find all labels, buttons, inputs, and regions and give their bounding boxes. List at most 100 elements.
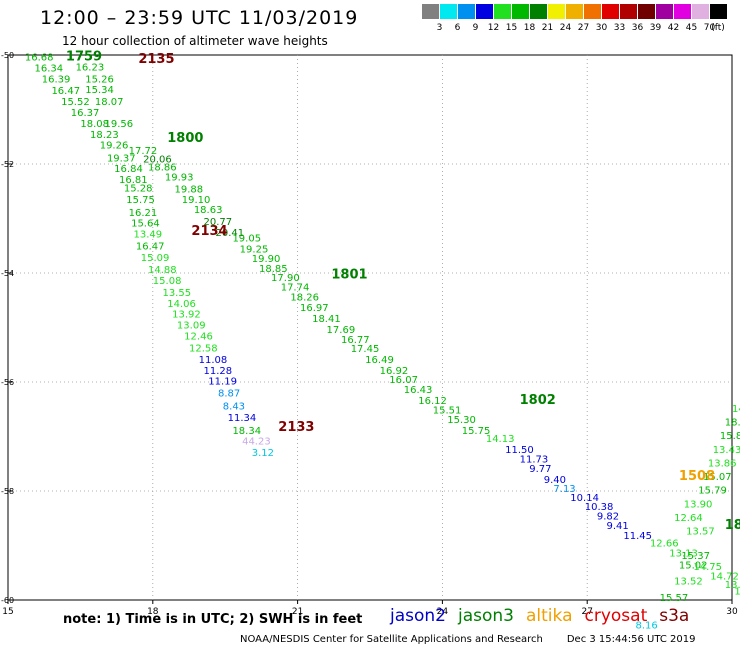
colorbar-swatch — [422, 4, 439, 19]
wave-height-value: 14.75 — [693, 562, 722, 573]
legend-jason3: jason3 — [458, 606, 514, 626]
pass-time-label: 180 — [725, 518, 740, 533]
wave-height-value: 18.07 — [95, 97, 124, 108]
colorbar-label: 9 — [472, 23, 479, 33]
latitude-tick-label: -60 — [1, 596, 14, 605]
colorbar-label: 21 — [541, 23, 554, 33]
wave-height-value: 15.26 — [85, 74, 114, 85]
wave-height-value: 15.51 — [433, 406, 462, 417]
pass-time-label: 1508 — [679, 469, 715, 484]
wave-height-value: 16.23 — [76, 62, 105, 73]
timestamp-text: Dec 3 15:44:56 UTC 2019 — [566, 634, 696, 645]
pass-time-label: 1800 — [167, 131, 203, 146]
wave-height-value: 14.06 — [167, 299, 196, 310]
map-title: 12:00 – 23:59 UTC 11/03/2019 — [40, 7, 359, 29]
wave-height-value: 16.37 — [71, 108, 100, 119]
wave-height-value: 19.88 — [175, 184, 204, 195]
wave-height-value: 13.90 — [684, 499, 713, 510]
wave-height-value: 17.72 — [129, 146, 158, 157]
colorbar-label: 12 — [487, 23, 500, 33]
wave-height-value: 13.13 — [669, 548, 698, 559]
wave-height-value: 13.43 — [713, 445, 740, 456]
wave-height-value: 12.58 — [189, 343, 218, 354]
colorbar-label: 27 — [577, 23, 590, 33]
wave-height-value: 14.88 — [148, 265, 177, 276]
wave-height-value: 15.75 — [126, 195, 155, 206]
credit-text: NOAA/NESDIS Center for Satellite Applica… — [240, 634, 543, 645]
longitude-tick-label: 18 — [147, 607, 159, 617]
colorbar-label: 6 — [454, 23, 461, 33]
wave-height-value: 19.90 — [252, 254, 281, 265]
pass-time-label: 1759 — [66, 49, 102, 64]
colorbar-label: 33 — [613, 23, 626, 33]
colorbar-label: 3 — [436, 23, 443, 33]
wave-height-value: 16.34 — [35, 63, 64, 74]
wave-height-value: 14.66 — [732, 404, 740, 415]
wave-height-value: 15.82 — [720, 431, 740, 442]
wave-height-value: 18.86 — [148, 163, 177, 174]
wave-height-value: 18.63 — [194, 205, 223, 216]
legend-altika: altika — [526, 606, 573, 626]
colorbar-swatch — [602, 4, 619, 19]
colorbar-label: 42 — [667, 23, 680, 33]
wave-height-value: 13.55 — [162, 288, 191, 299]
colorbar-swatch — [530, 4, 547, 19]
latitude-tick-label: -56 — [1, 378, 14, 387]
wave-height-value: 19.37 — [107, 153, 136, 164]
wave-height-value: 15.09 — [141, 253, 170, 264]
longitude-tick-label: 24 — [437, 607, 449, 617]
wave-height-value: 9.40 — [544, 475, 566, 486]
wave-height-value: 15.07 — [703, 472, 732, 483]
wave-height-value: 7.13 — [553, 484, 575, 495]
wave-height-value: 16.84 — [114, 164, 143, 175]
pass-time-label: 1801 — [331, 267, 367, 282]
wave-height-value: 16.21 — [129, 208, 158, 219]
wave-height-value: 15.08 — [153, 276, 182, 287]
map-subtitle: 12 hour collection of altimeter wave hei… — [62, 34, 328, 48]
wave-height-value: 19.26 — [100, 141, 129, 152]
colorbar-swatch — [584, 4, 601, 19]
wave-height-value: 11.34 — [228, 413, 257, 424]
wave-height-value: 18.08 — [80, 119, 109, 130]
wave-height-value: 11.19 — [208, 377, 237, 388]
wave-height-value: 16.92 — [380, 366, 409, 377]
colorbar-label: 45 — [685, 23, 698, 33]
wave-height-value: 20.77 — [203, 217, 232, 228]
wave-height-value: 13.52 — [674, 577, 703, 588]
longitude-tick-label: 30 — [726, 607, 738, 617]
wave-height-value: 19.93 — [165, 172, 194, 183]
wave-height-value: 11.28 — [203, 366, 232, 377]
wave-height-value: 15.30 — [447, 415, 476, 426]
wave-height-value: 15.34 — [85, 85, 114, 96]
wave-height-value: 18.41 — [312, 314, 341, 325]
wave-height-value: 14.72 — [710, 571, 739, 582]
wave-height-value: 44.23 — [242, 437, 271, 448]
wave-height-value: 10.14 — [570, 493, 599, 504]
wave-height-value: 16.97 — [300, 303, 329, 314]
wave-height-value: 15.75 — [462, 426, 491, 437]
wave-height-value: 15.28 — [124, 183, 153, 194]
wave-height-value: 15.02 — [679, 560, 708, 571]
wave-height-value: 14.13 — [486, 434, 515, 445]
wave-height-value: 11.45 — [623, 531, 652, 542]
map-frame — [7, 54, 733, 601]
satellite-legend: jason2 jason3 altika cryosat s3a — [390, 606, 701, 626]
colorbar-swatch — [692, 4, 709, 19]
wave-height-value: 12.66 — [650, 539, 679, 550]
wave-height-value: 16.68 — [25, 52, 54, 63]
wave-height-value: 20.06 — [143, 154, 172, 165]
wave-height-value: 15.79 — [698, 486, 727, 497]
colorbar-label: 36 — [631, 23, 644, 33]
colorbar-swatch — [620, 4, 637, 19]
wave-height-value: 17.69 — [327, 325, 356, 336]
pass-time-label: 2135 — [138, 52, 174, 67]
pass-time-label: 2133 — [278, 420, 314, 435]
wave-height-value: 11.08 — [199, 355, 228, 366]
wave-height-value: 8.16 — [635, 620, 657, 631]
colorbar-swatch — [710, 4, 727, 19]
wave-height-value: 16.39 — [42, 74, 71, 85]
colorbar-swatch — [476, 4, 493, 19]
wave-height-value: 18.85 — [259, 264, 288, 275]
wave-height-value: 9.82 — [597, 511, 619, 522]
colorbar-swatch — [440, 4, 457, 19]
